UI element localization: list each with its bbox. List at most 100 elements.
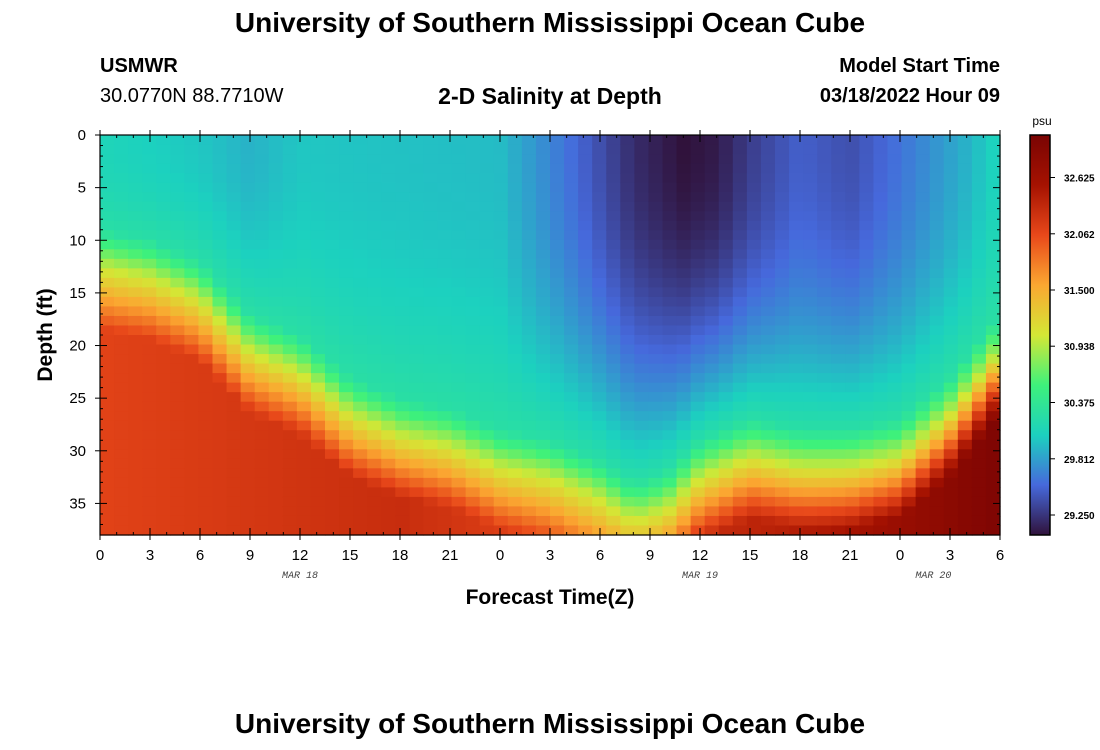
heatmap-cell: [535, 477, 551, 488]
heatmap-cell: [310, 258, 326, 269]
heatmap-cell: [887, 382, 903, 393]
heatmap-cell: [929, 277, 945, 288]
heatmap-cell: [578, 335, 593, 346]
heatmap-cell: [718, 192, 734, 203]
heatmap-cell: [760, 154, 776, 165]
heatmap-cell: [254, 449, 270, 460]
heatmap-cell: [550, 354, 565, 365]
heatmap-cell: [831, 315, 846, 327]
heatmap-cell: [282, 487, 298, 498]
heatmap-cell: [760, 487, 776, 498]
heatmap-cell: [198, 344, 214, 355]
heatmap-cell: [901, 154, 917, 165]
heatmap-cell: [367, 382, 382, 393]
heatmap-cell: [142, 363, 157, 374]
heatmap-cell: [114, 515, 129, 527]
heatmap-cell: [690, 468, 706, 479]
heatmap-cell: [873, 363, 889, 374]
heatmap-cell: [620, 154, 635, 165]
heatmap-cell: [901, 268, 917, 279]
heatmap-cell: [957, 239, 973, 250]
heatmap-cell: [831, 382, 846, 393]
heatmap-cell: [282, 344, 298, 355]
heatmap-cell: [817, 296, 832, 308]
heatmap-cell: [957, 439, 973, 450]
heatmap-cell: [929, 458, 945, 469]
heatmap-cell: [521, 249, 537, 260]
heatmap-cell: [634, 315, 650, 327]
heatmap-cell: [240, 277, 256, 288]
heatmap-cell: [887, 211, 903, 222]
heatmap-cell: [718, 249, 734, 260]
heatmap-cell: [929, 268, 945, 279]
heatmap-cell: [409, 135, 425, 146]
heatmap-cell: [353, 468, 368, 479]
heatmap-cell: [634, 163, 650, 174]
heatmap-cell: [296, 192, 312, 203]
heatmap-cell: [746, 430, 762, 441]
heatmap-cell: [901, 296, 917, 308]
heatmap-cell: [718, 487, 734, 498]
heatmap-cell: [240, 135, 256, 146]
heatmap-cell: [198, 458, 214, 469]
heatmap-cell: [128, 277, 143, 288]
heatmap-cell: [789, 249, 804, 260]
heatmap-cell: [254, 439, 270, 450]
heatmap-cell: [282, 449, 298, 460]
heatmap-cell: [578, 392, 593, 403]
heatmap-cell: [198, 525, 214, 536]
heatmap-cell: [789, 144, 804, 155]
heatmap-cell: [381, 468, 396, 479]
heatmap-cell: [451, 201, 467, 212]
heatmap-cell: [746, 182, 762, 193]
heatmap-cell: [690, 277, 706, 288]
heatmap-cell: [859, 154, 875, 165]
heatmap-cell: [367, 430, 382, 441]
heatmap-cell: [915, 135, 931, 146]
heatmap-cell: [817, 277, 832, 288]
heatmap-cell: [268, 363, 284, 374]
heatmap-cell: [465, 268, 481, 279]
heatmap-cell: [339, 201, 354, 212]
heatmap-cell: [521, 420, 537, 431]
y-tick-label: 15: [69, 285, 86, 302]
heatmap-cell: [760, 439, 776, 450]
heatmap-cell: [620, 258, 635, 269]
heatmap-cell: [254, 344, 270, 355]
heatmap-cell: [521, 373, 537, 384]
heatmap-cell: [746, 392, 762, 403]
heatmap-cell: [381, 182, 396, 193]
heatmap-cell: [282, 525, 298, 536]
heatmap-cell: [226, 487, 242, 498]
heatmap-cell: [732, 268, 748, 279]
heatmap-cell: [521, 458, 537, 469]
station-coords: 30.0770N 88.7710W: [100, 85, 284, 107]
heatmap-cell: [479, 496, 495, 508]
heatmap-cell: [564, 411, 579, 422]
heatmap-cell: [100, 211, 115, 222]
heatmap-cell: [732, 439, 748, 450]
heatmap-cell: [128, 506, 143, 517]
heatmap-cell: [704, 325, 720, 336]
heatmap-cell: [395, 192, 410, 203]
heatmap-cell: [971, 154, 987, 165]
heatmap-cell: [395, 163, 410, 174]
heatmap-cell: [592, 296, 607, 308]
x-tick-label: 21: [442, 547, 459, 564]
heatmap-cell: [282, 335, 298, 346]
heatmap-cell: [887, 449, 903, 460]
heatmap-cell: [507, 515, 523, 527]
heatmap-cell: [325, 192, 340, 203]
heatmap-cell: [915, 487, 931, 498]
heatmap-cell: [521, 315, 537, 327]
heatmap-cell: [929, 344, 945, 355]
heatmap-cell: [310, 392, 326, 403]
heatmap-cell: [367, 154, 382, 165]
heatmap-cell: [620, 306, 635, 317]
heatmap-cell: [718, 220, 734, 231]
heatmap-cell: [690, 411, 706, 422]
heatmap-cell: [437, 411, 453, 422]
heatmap-cell: [957, 220, 973, 231]
heatmap-cell: [198, 354, 214, 365]
heatmap-cell: [704, 420, 720, 431]
